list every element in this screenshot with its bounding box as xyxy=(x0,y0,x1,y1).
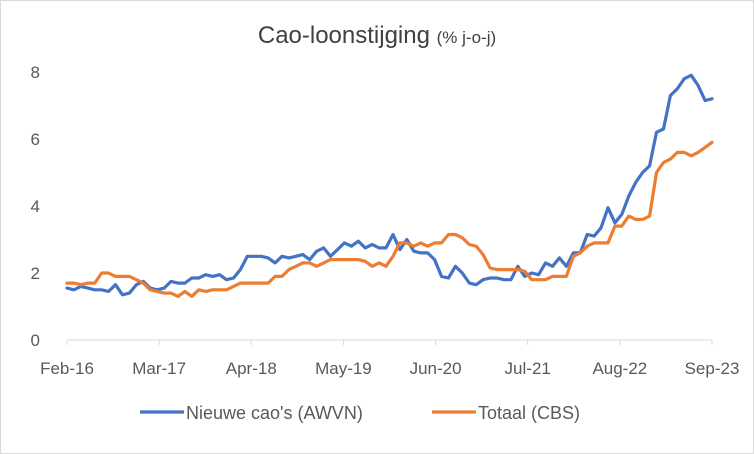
y-tick-label: 6 xyxy=(31,130,40,149)
x-tick-label: May-19 xyxy=(315,359,372,378)
legend-label: Nieuwe cao's (AWVN) xyxy=(186,403,363,423)
y-tick-label: 2 xyxy=(31,264,40,283)
x-tick-label: Feb-16 xyxy=(40,359,94,378)
x-tick-label: Apr-18 xyxy=(226,359,277,378)
x-tick-label: Jul-21 xyxy=(505,359,551,378)
chart-title-main: Cao-loonstijging xyxy=(257,22,430,49)
x-tick-label: Sep-23 xyxy=(685,359,740,378)
x-tick-label: Jun-20 xyxy=(410,359,462,378)
chart-title-suffix: (% j-o-j) xyxy=(436,28,497,47)
x-tick-label: Aug-22 xyxy=(592,359,647,378)
series-line-nieuwe-caos xyxy=(65,73,714,297)
y-tick-label: 4 xyxy=(31,197,40,216)
legend: Nieuwe cao's (AWVN) Totaal (CBS) xyxy=(140,403,580,423)
legend-label: Totaal (CBS) xyxy=(478,403,580,423)
x-axis: Feb-16 Mar-17 Apr-18 May-19 Jun-20 Jul-21 Aug-… xyxy=(40,339,740,378)
y-tick-label: 0 xyxy=(31,331,40,350)
y-axis-ticks: 0 2 4 6 8 xyxy=(31,63,40,350)
x-tick-label: Mar-17 xyxy=(132,359,186,378)
series-line-totaal-cbs xyxy=(65,140,714,298)
series-lines xyxy=(65,73,714,298)
y-tick-label: 8 xyxy=(31,63,40,82)
chart-title: Cao-loonstijging (% j-o-j) xyxy=(0,22,754,50)
